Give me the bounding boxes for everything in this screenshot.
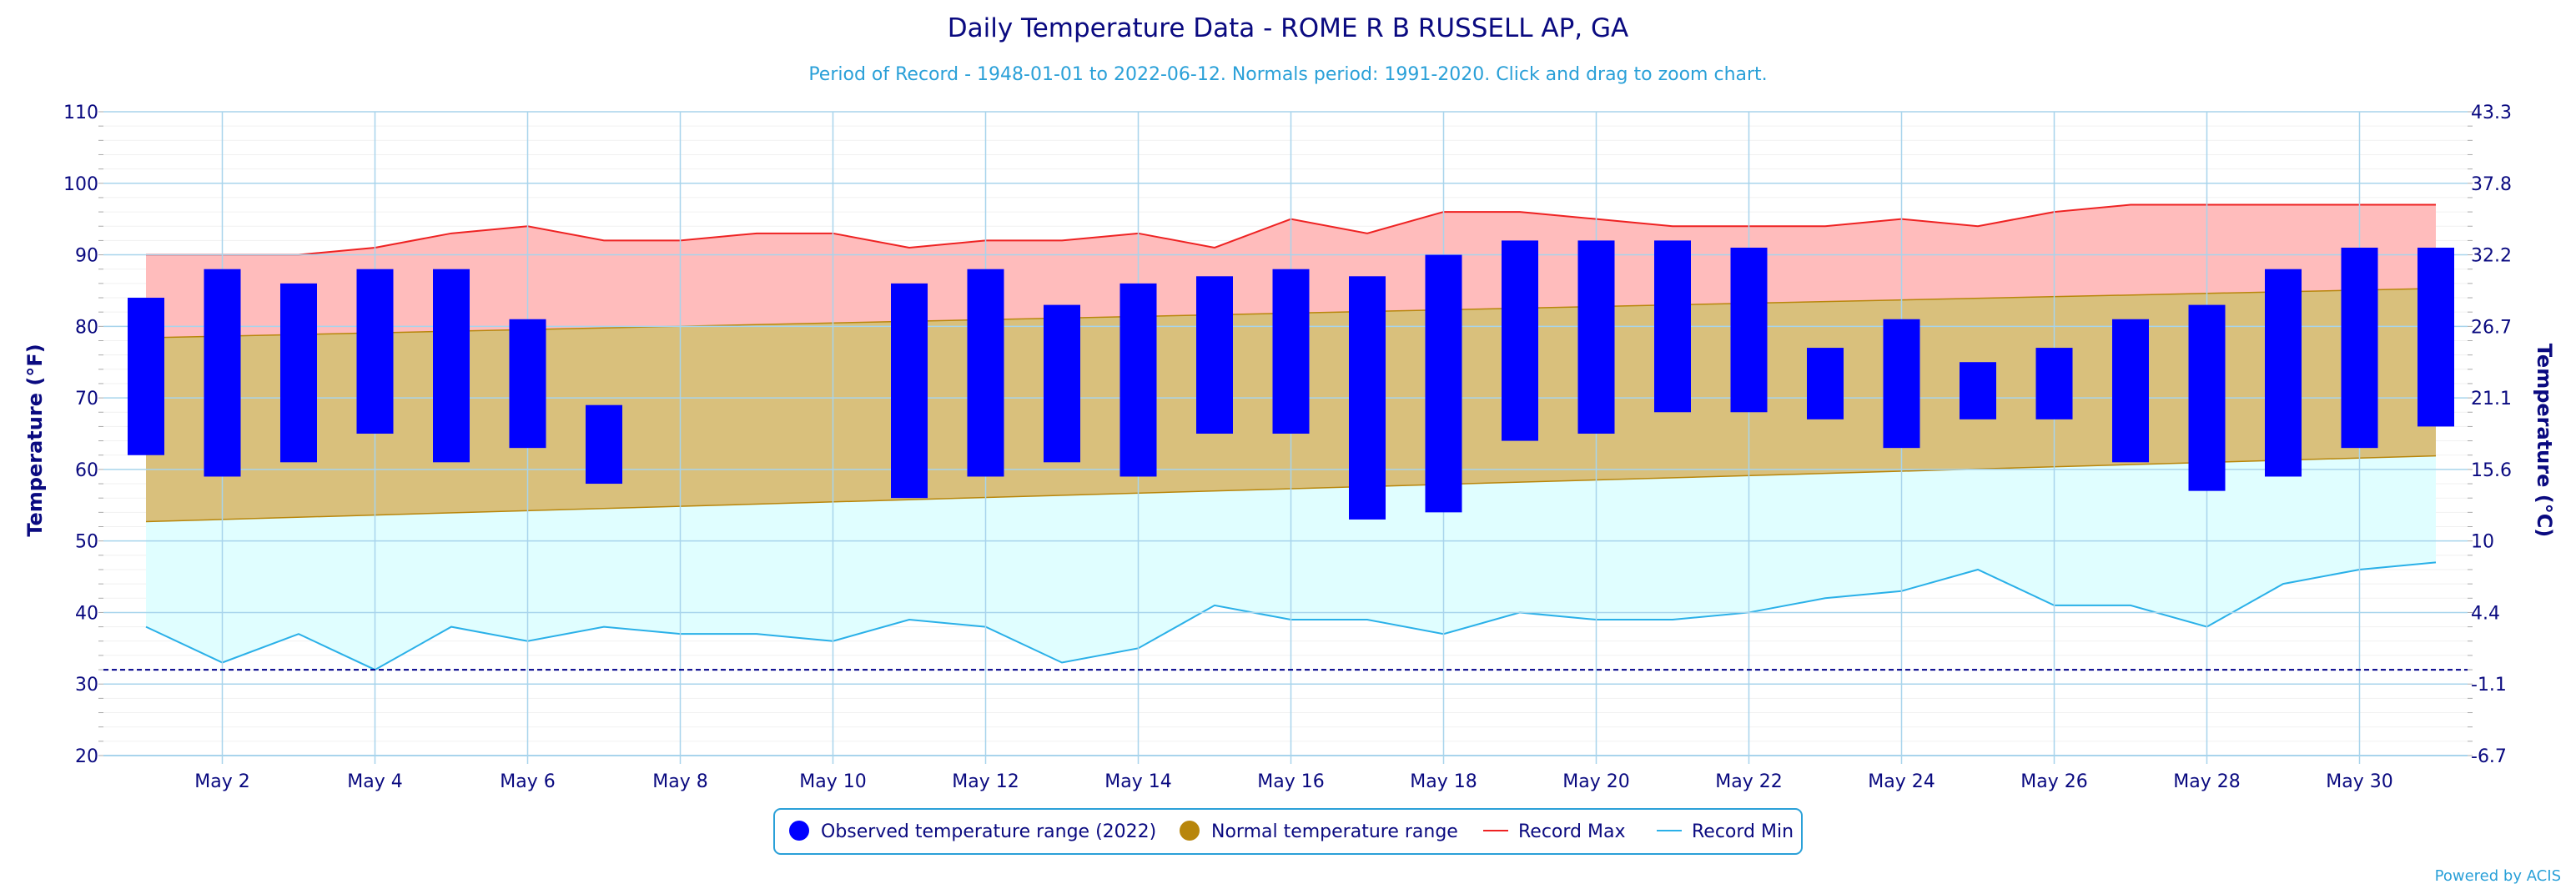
legend-normal-marker: [1180, 821, 1200, 841]
x-tick-label: May 28: [2173, 771, 2240, 792]
y2-tick-label: 4.4: [2471, 603, 2500, 624]
legend: Observed temperature range (2022) Normal…: [773, 808, 1803, 855]
observed-bar[interactable]: [1502, 240, 1538, 441]
observed-bar[interactable]: [2188, 304, 2226, 491]
x-tick-label: May 6: [500, 771, 555, 792]
x-tick-label: May 22: [1715, 771, 1782, 792]
observed-bar[interactable]: [1730, 247, 1768, 413]
observed-bar[interactable]: [128, 298, 164, 455]
y2-tick-label: -1.1: [2471, 675, 2507, 696]
observed-bar[interactable]: [1577, 240, 1615, 434]
y-tick-label: 100: [63, 174, 98, 195]
y-axis-title-left: Temperature (°F): [23, 344, 47, 536]
y2-tick-label: 15.6: [2471, 460, 2512, 481]
observed-bar[interactable]: [2418, 247, 2454, 427]
observed-bar[interactable]: [1883, 319, 1920, 449]
y2-tick-label: -6.7: [2471, 746, 2507, 767]
observed-bar[interactable]: [1807, 348, 1844, 419]
observed-bar[interactable]: [1425, 254, 1462, 513]
x-tick-label: May 14: [1104, 771, 1171, 792]
x-tick-label: May 2: [194, 771, 249, 792]
x-tick-label: May 30: [2326, 771, 2392, 792]
observed-bar[interactable]: [204, 269, 241, 477]
observed-bar[interactable]: [967, 269, 1004, 477]
observed-bar[interactable]: [1349, 276, 1386, 520]
acis-credit-link[interactable]: Powered by ACIS: [2435, 867, 2561, 885]
y2-tick-label: 43.3: [2471, 103, 2512, 123]
legend-box: [773, 808, 1803, 855]
observed-bar[interactable]: [509, 319, 546, 449]
observed-bar[interactable]: [2265, 269, 2302, 477]
axes: 20 -6.7 30 -1.1 40 4.4 50 10 60 15.6 70 21.1 80 26.7 9…: [63, 103, 2512, 792]
legend-record-max-label[interactable]: Record Max: [1518, 821, 1626, 842]
legend-observed-marker: [789, 821, 809, 841]
x-tick-label: May 10: [799, 771, 866, 792]
x-tick-label: May 8: [652, 771, 707, 792]
y2-tick-label: 10: [2471, 532, 2494, 553]
x-tick-label: May 4: [347, 771, 402, 792]
y-tick-label: 110: [63, 103, 98, 123]
x-tick-label: May 20: [1562, 771, 1629, 792]
observed-bar[interactable]: [1272, 269, 1310, 434]
y-tick-label: 30: [75, 675, 98, 696]
y-tick-label: 90: [75, 246, 98, 267]
x-tick-label: May 16: [1257, 771, 1324, 792]
legend-normal-label[interactable]: Normal temperature range: [1211, 821, 1458, 842]
y-tick-label: 60: [75, 460, 98, 481]
observed-bar[interactable]: [2035, 348, 2073, 419]
observed-bar[interactable]: [280, 283, 317, 463]
chart-subtitle: Period of Record - 1948-01-01 to 2022-06…: [808, 64, 1767, 85]
y2-tick-label: 21.1: [2471, 389, 2512, 409]
chart-title: Daily Temperature Data - ROME R B RUSSEL…: [948, 13, 1628, 43]
observed-bar[interactable]: [356, 269, 394, 434]
observed-bar[interactable]: [891, 283, 928, 499]
x-tick-label: May 24: [1868, 771, 1935, 792]
legend-observed-label[interactable]: Observed temperature range (2022): [821, 821, 1156, 842]
x-tick-label: May 12: [952, 771, 1019, 792]
y-tick-label: 80: [75, 317, 98, 338]
x-tick-label: May 26: [2020, 771, 2087, 792]
y-tick-label: 50: [75, 532, 98, 553]
y-tick-label: 20: [75, 746, 98, 767]
y2-tick-label: 37.8: [2471, 174, 2512, 195]
observed-bar[interactable]: [586, 404, 622, 485]
observed-bar[interactable]: [433, 269, 470, 463]
observed-bar[interactable]: [1119, 283, 1157, 477]
observed-bar[interactable]: [1654, 240, 1691, 413]
y-tick-label: 70: [75, 389, 98, 409]
y-axis-title-right: Temperature (°C): [2533, 344, 2556, 538]
y2-tick-label: 32.2: [2471, 246, 2512, 267]
observed-bars[interactable]: [128, 240, 2454, 520]
y2-tick-label: 26.7: [2471, 317, 2512, 338]
legend-record-min-label[interactable]: Record Min: [1692, 821, 1794, 842]
observed-bar[interactable]: [1044, 304, 1080, 463]
y-tick-label: 40: [75, 603, 98, 624]
x-tick-label: May 18: [1410, 771, 1477, 792]
observed-bar[interactable]: [2341, 247, 2378, 449]
observed-bar[interactable]: [1960, 362, 1996, 419]
observed-bar[interactable]: [1196, 276, 1233, 434]
observed-bar[interactable]: [2112, 319, 2149, 463]
